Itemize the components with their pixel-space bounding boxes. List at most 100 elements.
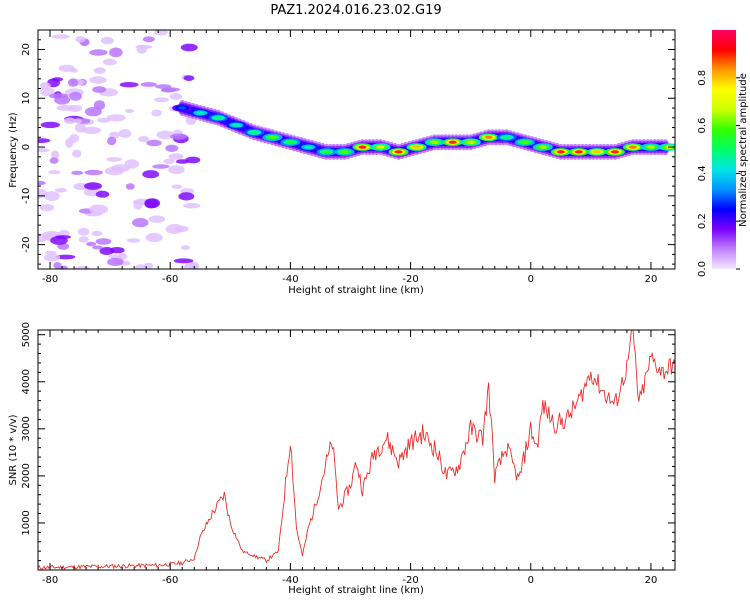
spectrogram-ylabel: Frequency (Hz) (8, 112, 19, 188)
spectrogram-frame (37, 29, 676, 270)
x-tick-label: 20 (645, 575, 658, 586)
noise-blob (148, 215, 165, 223)
noise-blob (140, 82, 157, 87)
noise-blob (72, 149, 82, 158)
ridge-peak (484, 135, 493, 139)
y-tick-label: 3000 (21, 416, 32, 441)
ridge-peak (466, 140, 475, 144)
noise-blob (100, 36, 114, 45)
y-tick-label: 5000 (21, 322, 32, 347)
noise-blob (45, 250, 57, 255)
ridge-peak (196, 111, 205, 115)
noise-blob (135, 264, 146, 269)
noise-blob (48, 170, 61, 175)
ridge-peak (412, 145, 421, 149)
noise-blob (44, 253, 61, 262)
noise-blob (151, 109, 162, 117)
y-tick-label: 10 (21, 92, 32, 105)
ridge-peak (556, 150, 565, 154)
noise-blob (51, 34, 70, 39)
ridge-peak (520, 140, 529, 144)
ridge-peak (358, 145, 367, 149)
noise-blob (40, 87, 55, 97)
noise-blob (84, 169, 103, 176)
noise-blob (39, 204, 55, 212)
noise-blob (180, 245, 190, 251)
spectrogram-ticks: -80 -60 -40 -20 0 20 -20 -10 0 10 20 (21, 29, 676, 285)
noise-blob (78, 236, 89, 243)
noise-blob (91, 230, 103, 237)
noise-blob (65, 138, 74, 148)
noise-blob (67, 78, 79, 87)
noise-blob (126, 238, 141, 243)
noise-blob (50, 150, 60, 159)
noise-blob (39, 82, 51, 90)
noise-blobs (38, 30, 201, 269)
noise-blob (109, 131, 121, 139)
snr-xlabel: Height of straight line (km) (288, 585, 424, 596)
noise-blob (77, 227, 90, 236)
x-tick-label: 0 (528, 274, 534, 285)
y-tick-label: -10 (21, 188, 32, 204)
noise-blob (146, 139, 162, 147)
noise-blob (183, 75, 195, 81)
noise-blob (117, 253, 128, 260)
ridge-peak (268, 135, 277, 139)
noise-blob (49, 93, 69, 99)
noise-blob (135, 44, 153, 50)
noise-blob (169, 93, 183, 100)
ridge-peak (647, 145, 655, 149)
ridge-peak (376, 145, 385, 149)
noise-blob (89, 204, 109, 215)
noise-blob (40, 121, 60, 129)
y-tick-label: 20 (21, 43, 32, 56)
x-tick-label: -20 (402, 274, 418, 285)
ridge-peak (430, 140, 439, 144)
noise-blob (125, 183, 135, 190)
x-tick-label: -80 (42, 274, 58, 285)
noise-blob (165, 144, 179, 152)
noise-blob (53, 262, 62, 269)
noise-blob (38, 233, 48, 243)
ridge-peak (592, 150, 601, 154)
noise-blob (119, 82, 139, 88)
noise-blob (183, 202, 201, 209)
noise-blob (38, 148, 50, 153)
snr-plot-area (38, 330, 675, 570)
noise-blob (170, 133, 188, 140)
colorbar-tick-label: 0.2 (697, 213, 708, 229)
noise-blob (154, 30, 168, 36)
noise-blob (71, 170, 84, 175)
ridge-peak (610, 150, 619, 154)
signal-ridge (172, 100, 675, 160)
noise-blob (89, 76, 107, 84)
spectrogram-xlabel: Height of straight line (km) (288, 285, 424, 296)
y-tick-label: 2000 (21, 463, 32, 488)
noise-blob (56, 104, 75, 111)
x-tick-label: -40 (282, 274, 298, 285)
ridge-peak (340, 150, 349, 154)
colorbar-label: Normalized spectral amplitude (738, 73, 749, 227)
noise-blob (55, 254, 76, 260)
snr-ticks: -80 -60 -40 -20 0 20 1000 2000 3000 4000 5000 (21, 322, 676, 586)
ridge-peak (448, 140, 457, 144)
figure-title: PAZ1.2024.016.23.02.G19 (270, 3, 441, 18)
noise-blob (55, 188, 67, 193)
noise-blob (160, 88, 177, 93)
noise-blob (38, 138, 51, 143)
y-tick-label: 0 (21, 144, 32, 150)
noise-blob (84, 182, 102, 190)
spectrogram-panel: -80 -60 -40 -20 0 20 -20 -10 0 10 20 Height of str… (8, 29, 676, 296)
x-tick-label: -80 (42, 575, 58, 586)
ridge-peak (628, 145, 637, 149)
noise-blob (178, 192, 195, 201)
noise-blob (49, 157, 59, 164)
ridge-peak (178, 106, 187, 110)
noise-blob (63, 117, 76, 125)
ridge-peak (502, 135, 511, 139)
ridge-peak (250, 130, 259, 134)
noise-blob (95, 190, 110, 198)
noise-blob (92, 245, 103, 250)
